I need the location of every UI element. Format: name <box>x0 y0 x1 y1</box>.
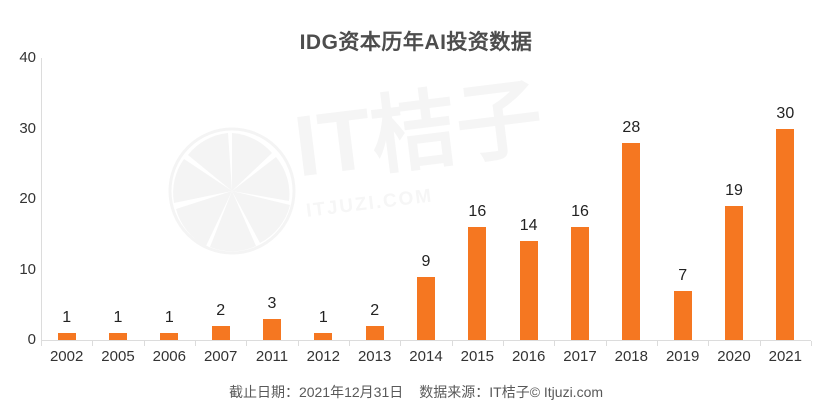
bar[interactable] <box>365 325 384 340</box>
bar-value-label: 28 <box>622 118 641 136</box>
y-tick-label: 30 <box>19 119 36 137</box>
bar-group: 7 <box>657 58 708 340</box>
chart-footer: 截止日期：2021年12月31日 数据来源：IT桔子© Itjuzi.com <box>0 382 832 402</box>
x-tick-label: 2015 <box>460 348 494 365</box>
bar-group: 16 <box>452 58 503 340</box>
bar-group: 2 <box>349 58 400 340</box>
bar[interactable] <box>314 332 333 340</box>
bar-group: 1 <box>92 58 143 340</box>
x-tick-mark <box>708 341 710 346</box>
x-tick-label: 2007 <box>203 348 238 365</box>
bar-value-label: 2 <box>370 301 380 319</box>
bar[interactable] <box>570 227 589 340</box>
bar-value-label: 1 <box>318 308 328 326</box>
y-axis-line <box>41 58 42 341</box>
x-tick-label: 2019 <box>665 348 700 365</box>
x-tick-mark <box>503 341 504 346</box>
bar[interactable] <box>776 128 795 340</box>
x-tick-mark <box>657 341 658 346</box>
bar-value-label: 1 <box>62 308 72 326</box>
footer-cutoff-date: 截止日期：2021年12月31日 <box>228 384 404 400</box>
x-tick-mark <box>349 341 350 346</box>
x-tick-label: 2018 <box>614 348 648 365</box>
bar-value-label: 14 <box>519 217 538 235</box>
x-tick-mark <box>195 341 196 346</box>
x-tick-mark <box>605 341 607 346</box>
chart-title: IDG资本历年AI投资数据 <box>299 31 533 54</box>
bar-group: 1 <box>298 58 349 340</box>
bar-group: 28 <box>606 58 657 340</box>
x-tick-mark <box>400 341 402 346</box>
bar-group: 19 <box>708 58 759 340</box>
bar[interactable] <box>519 241 538 340</box>
bar-value-label: 1 <box>164 308 174 326</box>
y-axis-ticks: 0 10 20 30 40 <box>0 0 36 418</box>
bar-group: 1 <box>144 58 195 340</box>
x-tick-mark <box>41 341 42 346</box>
x-tick-mark <box>297 341 299 346</box>
bar-value-label: 16 <box>571 203 589 221</box>
bar[interactable] <box>673 290 692 340</box>
x-tick-label: 2020 <box>717 348 751 365</box>
bar-value-label: 2 <box>216 301 226 319</box>
footer-data-source: 数据来源：IT桔子© Itjuzi.com <box>419 384 604 400</box>
bar[interactable] <box>211 325 230 340</box>
bar-value-label: 30 <box>776 104 795 122</box>
x-axis-line <box>41 340 811 341</box>
x-tick-mark <box>92 341 94 346</box>
x-tick-mark <box>143 341 145 346</box>
bar-value-label: 7 <box>678 266 688 284</box>
x-tick-label: 2012 <box>306 348 340 365</box>
bar-value-label: 3 <box>267 294 277 312</box>
bar[interactable] <box>622 142 641 340</box>
bar[interactable] <box>416 276 435 340</box>
x-tick-label: 2002 <box>49 348 84 365</box>
x-tick-mark <box>451 341 453 346</box>
x-tick-label: 2014 <box>409 348 443 365</box>
bar-value-label: 1 <box>113 308 123 326</box>
x-tick-label: 2006 <box>152 348 186 365</box>
bar-value-label: 16 <box>468 203 487 221</box>
x-tick-label: 2011 <box>255 348 289 365</box>
bar-group: 16 <box>554 58 605 340</box>
x-tick-mark <box>759 341 761 346</box>
bar[interactable] <box>57 332 76 340</box>
bar[interactable] <box>108 332 127 340</box>
y-tick-label: 40 <box>19 49 36 66</box>
x-tick-label: 2017 <box>563 348 597 365</box>
x-tick-label: 2016 <box>511 348 546 365</box>
bar-group: 9 <box>400 58 451 340</box>
bar[interactable] <box>724 206 743 340</box>
x-tick-mark <box>811 341 812 346</box>
bar-group: 1 <box>41 58 92 340</box>
x-tick-mark <box>246 341 248 346</box>
bar[interactable] <box>262 318 281 340</box>
bar-value-label: 19 <box>725 182 743 200</box>
y-tick-label: 0 <box>27 331 36 348</box>
bar-group: 30 <box>760 58 811 340</box>
bar[interactable] <box>160 332 179 340</box>
x-tick-label: 2013 <box>357 348 392 365</box>
x-tick-label: 2021 <box>768 348 802 365</box>
bar-group: 3 <box>246 58 297 340</box>
y-tick-label: 20 <box>19 190 36 207</box>
x-tick-label: 2005 <box>101 348 135 365</box>
y-tick-label: 10 <box>19 260 36 278</box>
bar[interactable] <box>468 227 487 340</box>
bar-group: 14 <box>503 58 554 340</box>
bar-value-label: 9 <box>421 252 431 270</box>
x-tick-mark <box>554 341 556 346</box>
plot-area: 1 1 1 2 3 1 2 9 16 14 16 28 7 19 30 <box>41 58 811 340</box>
bar-group: 2 <box>195 58 246 340</box>
